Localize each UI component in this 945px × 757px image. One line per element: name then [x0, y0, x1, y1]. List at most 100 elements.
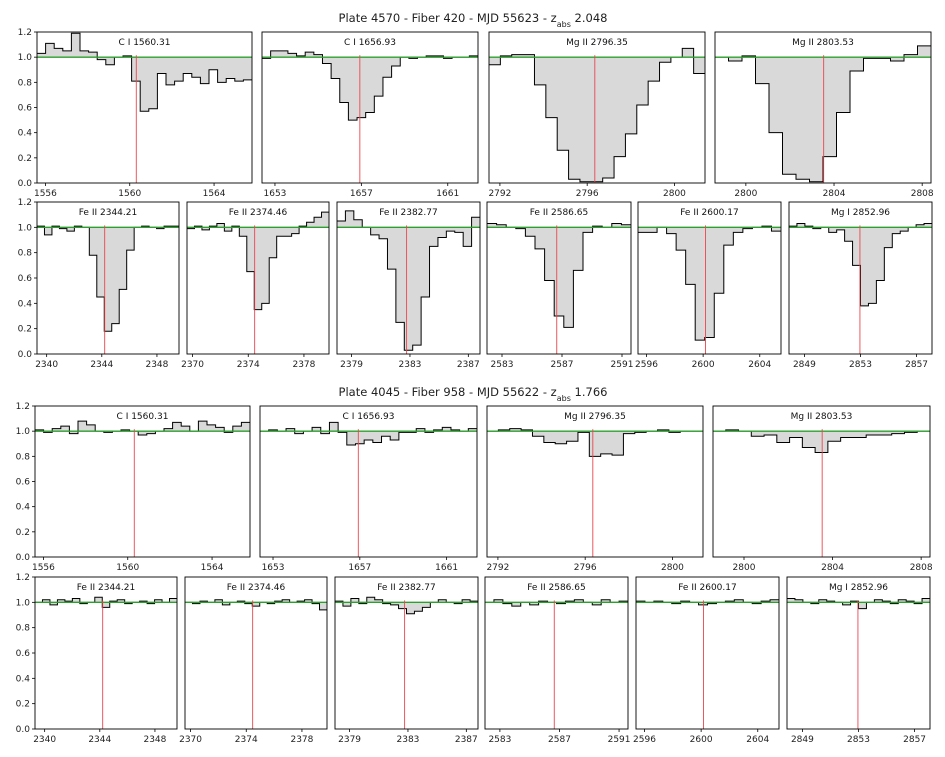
y-tick-label: 0.6 [18, 104, 33, 114]
absorption-fill [489, 48, 705, 182]
y-tick-label: 0.4 [16, 503, 31, 513]
figure-2: Plate 4045 - Fiber 958 - MJD 55622 - zab… [16, 385, 933, 745]
panel-label: Fe II 2344.21 [79, 208, 137, 218]
flux-step-line [260, 421, 477, 446]
x-tick-label: 2792 [488, 189, 511, 199]
panel-frame [186, 201, 330, 355]
x-tick-label: 2800 [661, 563, 684, 573]
panel-frame [488, 31, 706, 184]
panel: Fe II 2382.77 2379 2383 2387 [334, 576, 479, 745]
y-tick-label: 0.8 [18, 249, 33, 259]
panel-label: Fe II 2344.21 [77, 583, 135, 593]
flux-step-line [35, 596, 177, 608]
y-tick-label: 0.4 [18, 299, 33, 309]
y-tick-label: 1.0 [18, 223, 33, 233]
panel-label: Fe II 2382.77 [379, 208, 437, 218]
absorption-fill [335, 597, 478, 614]
x-tick-label: 2853 [849, 360, 872, 370]
x-tick-label: 2583 [491, 360, 514, 370]
x-tick-label: 2370 [179, 735, 202, 745]
panel-label: Fe II 2382.77 [377, 583, 435, 593]
y-tick-label: 0.0 [16, 725, 31, 735]
y-tick-label: 1.2 [16, 402, 30, 412]
panel-label: Fe II 2586.65 [527, 583, 585, 593]
x-tick-label: 2800 [663, 189, 686, 199]
absorption-fill [337, 210, 480, 351]
y-tick-label: 0.6 [16, 649, 31, 659]
x-tick-label: 1556 [32, 563, 55, 573]
panel-label: Mg II 2803.53 [792, 38, 854, 48]
panel: Fe II 2344.21 2340 2344 2348 [35, 201, 180, 370]
y-tick-label: 1.0 [16, 427, 31, 437]
x-tick-label: 1653 [264, 189, 287, 199]
x-tick-label: 2387 [457, 360, 480, 370]
panel-frame [34, 405, 251, 558]
panel: C I 1560.31 1556 1560 1564 [32, 405, 251, 573]
x-tick-label: 2378 [290, 735, 313, 745]
x-tick-label: 2340 [33, 735, 56, 745]
x-tick-label: 2804 [821, 563, 844, 573]
y-tick-label: 1.2 [16, 573, 30, 583]
x-tick-label: 2348 [145, 360, 168, 370]
x-tick-label: 2596 [635, 360, 658, 370]
panel-label: Fe II 2586.65 [530, 208, 588, 218]
panel-frame [259, 405, 478, 558]
x-tick-label: 2800 [734, 189, 757, 199]
panel-label: Fe II 2600.17 [678, 583, 736, 593]
x-tick-label: 1560 [118, 189, 141, 199]
absorption-fill [35, 421, 250, 435]
panel-label: C I 1656.93 [343, 412, 395, 422]
y-tick-label: 0.2 [16, 528, 30, 538]
flux-step-line [787, 598, 930, 610]
absorption-fill [713, 429, 930, 453]
panel: Fe II 2586.65 2583 2587 2591 [484, 576, 631, 745]
panel-frame [635, 576, 780, 730]
flux-step-line [789, 223, 932, 307]
y-tick-label: 0.8 [18, 78, 33, 88]
y-tick-label: 0.8 [16, 452, 31, 462]
absorption-fill [37, 33, 252, 112]
x-tick-label: 2379 [338, 735, 361, 745]
y-tick-label: 0.2 [18, 325, 32, 335]
y-tick-label: 0.8 [16, 624, 31, 634]
x-tick-label: 2604 [748, 360, 771, 370]
flux-step-line [262, 50, 478, 121]
absorption-fill [37, 226, 179, 332]
x-tick-label: 2591 [611, 360, 634, 370]
panel: Mg II 2803.53 2800 2804 2808 [714, 31, 934, 199]
x-tick-label: 2796 [576, 189, 599, 199]
x-tick-label: 1657 [348, 563, 371, 573]
x-tick-label: 1564 [201, 563, 224, 573]
panel: Mg II 2803.53 2800 2804 2808 [712, 405, 933, 573]
panel-label: Fe II 2374.46 [229, 208, 288, 218]
panel-frame [334, 576, 479, 730]
x-tick-label: 2587 [551, 360, 574, 370]
absorption-fill [187, 212, 329, 310]
y-tick-label: 1.2 [18, 28, 32, 38]
absorption-fill [715, 45, 931, 182]
y-tick-label: 0.4 [16, 674, 31, 684]
x-tick-label: 2604 [746, 735, 769, 745]
x-tick-label: 1657 [350, 189, 373, 199]
x-tick-label: 2379 [340, 360, 363, 370]
flux-step-line [35, 420, 250, 436]
x-tick-label: 1560 [116, 563, 139, 573]
flux-step-line [715, 45, 931, 183]
x-tick-label: 1661 [436, 189, 459, 199]
x-tick-label: 1653 [262, 563, 285, 573]
panel-frame [486, 405, 704, 558]
x-tick-label: 2792 [486, 563, 509, 573]
figure-title: Plate 4570 - Fiber 420 - MJD 55623 - zab… [339, 11, 608, 29]
x-tick-label: 2800 [733, 563, 756, 573]
x-tick-label: 2383 [397, 735, 420, 745]
panel-frame [712, 405, 931, 558]
panel-frame [336, 201, 481, 355]
panel-frame [184, 576, 328, 730]
flux-step-line [37, 32, 252, 112]
y-tick-label: 0.4 [18, 129, 33, 139]
y-tick-label: 1.0 [18, 53, 33, 63]
x-tick-label: 2804 [823, 189, 846, 199]
flux-step-line [713, 429, 930, 454]
x-tick-label: 2591 [608, 735, 631, 745]
